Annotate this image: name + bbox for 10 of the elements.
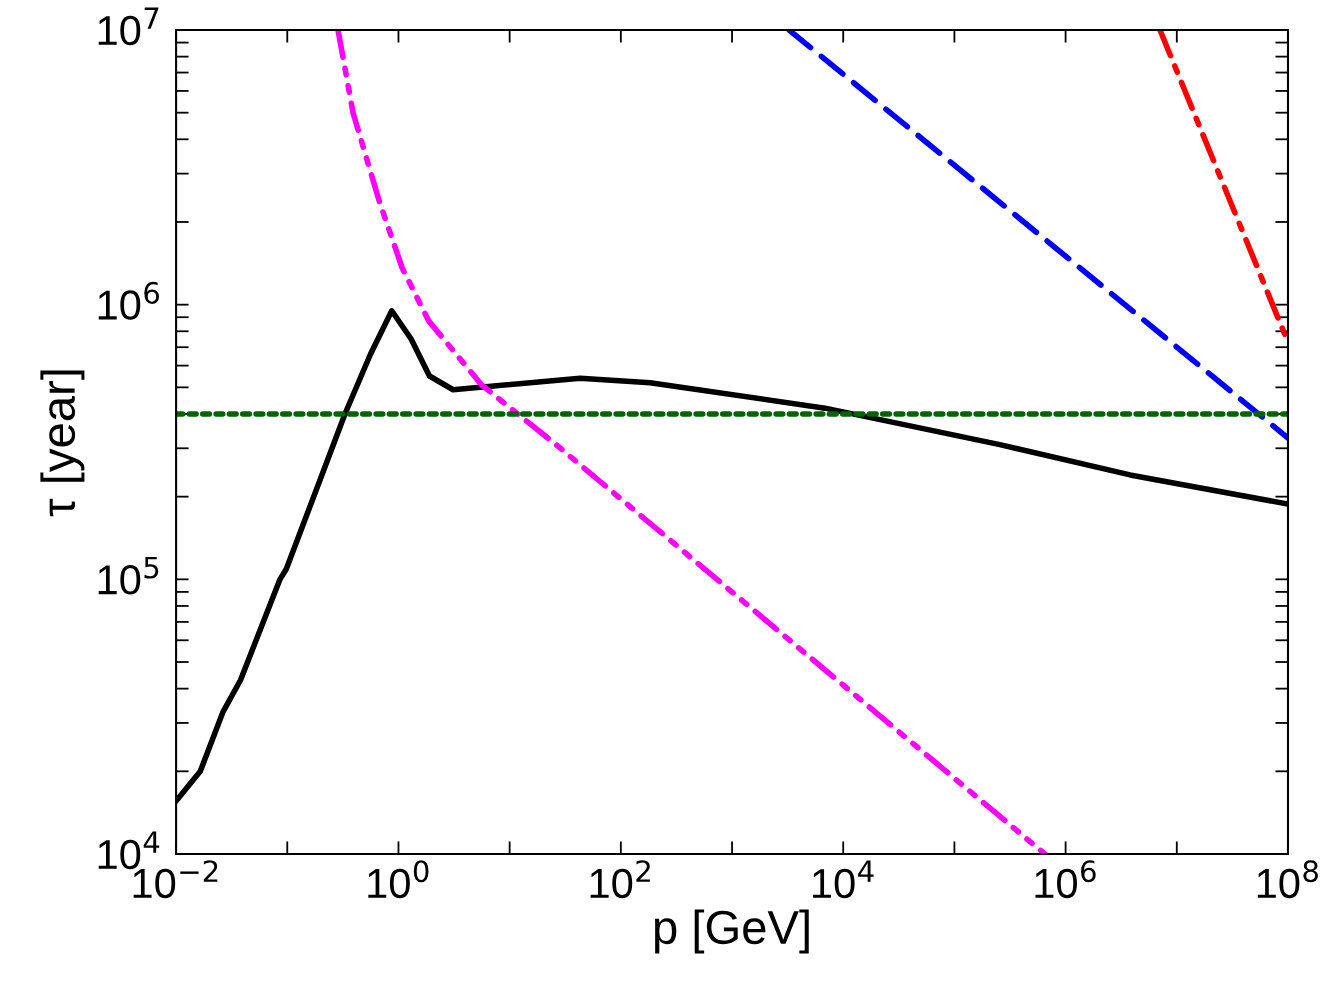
x-tick-label: 10$^{4}$ bbox=[813, 860, 874, 899]
y-axis-title: τ [year] bbox=[40, 370, 85, 517]
y-tick-label: 10$^{6}$ bbox=[98, 281, 159, 320]
x-tick-label: 10$^{6}$ bbox=[1035, 860, 1096, 899]
x-axis-title: p [GeV] bbox=[655, 909, 809, 954]
x-tick-label: 10$^{0}$ bbox=[368, 860, 429, 899]
y-tick-label: 10$^{5}$ bbox=[98, 556, 159, 595]
y-tick-label: 10$^{7}$ bbox=[98, 7, 159, 46]
x-tick-label: 10$^{2}$ bbox=[590, 860, 650, 899]
x-tick-label: 10$^{8}$ bbox=[1257, 860, 1318, 899]
